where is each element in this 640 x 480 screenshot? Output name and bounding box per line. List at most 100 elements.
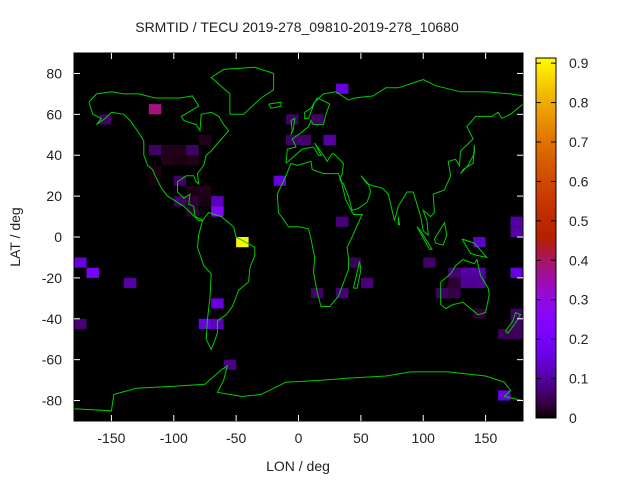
- y-axis-label: LAT / deg: [7, 207, 23, 266]
- heatmap-cell: [498, 329, 511, 340]
- colorbar-tick-label: 0.6: [569, 173, 589, 189]
- heatmap-cell: [74, 257, 87, 268]
- heatmap-cell: [186, 206, 199, 217]
- coastline: [460, 144, 475, 174]
- heatmap-cell: [211, 206, 224, 217]
- colorbar-tick-label: 0: [569, 410, 577, 426]
- colorbar-tick-label: 0.7: [569, 134, 589, 150]
- coastline: [290, 117, 296, 135]
- heatmap-cell: [123, 277, 137, 289]
- heatmap-cell: [211, 298, 224, 309]
- heatmap-cell: [223, 359, 237, 370]
- x-tick-label: 150: [474, 430, 498, 446]
- heatmap-cell: [498, 390, 511, 401]
- y-tick-label: 80: [46, 65, 62, 81]
- heatmap-cell: [335, 216, 349, 227]
- heatmap-cell: [360, 277, 374, 289]
- heatmap-cell: [148, 104, 162, 115]
- y-tick-label: 40: [46, 147, 62, 163]
- colorbar-tick-label: 0.9: [569, 55, 589, 71]
- colorbar-tick-label: 0.8: [569, 95, 589, 111]
- heatmap-cell: [460, 267, 474, 278]
- heatmap-cell: [148, 145, 162, 156]
- heatmap-cell: [186, 145, 199, 156]
- y-tick-label: 20: [46, 188, 62, 204]
- y-tick-label: -60: [42, 352, 62, 368]
- x-axis-label: LON / deg: [266, 458, 330, 474]
- coastline: [88, 91, 230, 222]
- coastline: [416, 226, 433, 250]
- heatmap-cell: [161, 155, 174, 166]
- heatmap-cell: [510, 216, 523, 227]
- heatmap-cell: [473, 308, 486, 319]
- heatmap-cell: [148, 175, 162, 186]
- heatmap-cell: [148, 165, 162, 176]
- coastline: [333, 103, 524, 237]
- colorbar-tick-label: 0.2: [569, 331, 589, 347]
- heatmap-cell: [448, 277, 461, 289]
- colorbar-ticks: 0 0.1 0.2 0.3 0.4 0.5 0.6 0.7 0.8 0.9: [536, 55, 589, 426]
- heatmap-cell: [473, 237, 486, 248]
- heatmap-cell: [161, 145, 174, 156]
- heatmap-cell: [435, 288, 449, 299]
- heatmap-cell: [510, 329, 523, 340]
- coastlines: [73, 66, 524, 412]
- colorbar-tick-label: 0.3: [569, 292, 589, 308]
- heatmap-cell: [423, 257, 436, 268]
- heatmap-cell: [448, 288, 461, 299]
- heatmap-cell: [173, 145, 187, 156]
- coastline: [73, 364, 524, 412]
- heatmap-cell: [448, 267, 461, 278]
- heatmap-cell: [473, 277, 486, 289]
- coastline: [461, 238, 489, 259]
- heatmap-cell: [348, 257, 361, 268]
- heatmap-cell: [510, 318, 523, 329]
- heatmap-cell: [273, 175, 287, 186]
- heatmap-cell: [310, 114, 324, 125]
- chart-title: SRMTID / TECU 2019-278_09810-2019-278_10…: [135, 19, 459, 35]
- coastline: [433, 221, 448, 246]
- x-tick-label: 50: [353, 430, 369, 446]
- heatmap-cell: [186, 155, 199, 166]
- x-tick-label: 0: [295, 430, 303, 446]
- heatmap-cell: [198, 318, 212, 329]
- heatmap-cell: [335, 288, 349, 299]
- coastline: [505, 311, 522, 334]
- heatmap-cell: [86, 267, 99, 278]
- colorbar: [535, 57, 557, 419]
- coastline: [285, 79, 524, 164]
- x-tick-label: -50: [226, 430, 246, 446]
- heatmap-cell: [173, 155, 187, 166]
- x-tick-label: -150: [97, 430, 125, 446]
- heatmap-cell: [186, 185, 199, 197]
- x-tick-label: 100: [412, 430, 436, 446]
- coastline: [276, 160, 363, 307]
- heatmap-cell: [510, 226, 523, 237]
- heatmap-cell: [510, 267, 523, 278]
- y-axis-ticks: -80 -60 -40 -20 0 20 40 60 80: [42, 65, 523, 409]
- heatmap-cell: [74, 318, 87, 329]
- heatmap-cell: [473, 267, 486, 278]
- heatmap-cell: [173, 196, 187, 207]
- coastline: [285, 142, 334, 164]
- heatmap-cell: [198, 134, 212, 145]
- heatmap-cell: [335, 83, 349, 94]
- heatmap-cell: [460, 277, 474, 289]
- colorbar-tick-label: 0.4: [569, 252, 589, 268]
- y-tick-label: 0: [54, 229, 62, 245]
- y-tick-label: -40: [42, 311, 62, 327]
- plot-area: [74, 53, 523, 421]
- coastline: [352, 261, 362, 289]
- heatmap-cell: [323, 134, 336, 145]
- heatmap-cell: [186, 196, 199, 207]
- coastline: [440, 258, 490, 316]
- coastline: [268, 101, 282, 109]
- y-tick-label: -80: [42, 393, 62, 409]
- coastline: [196, 211, 256, 351]
- heatmap-cell: [198, 196, 212, 207]
- heatmap-cell: [236, 237, 249, 248]
- colorbar-tick-label: 0.5: [569, 213, 589, 229]
- y-tick-label: 60: [46, 106, 62, 122]
- colorbar-tick-label: 0.1: [569, 371, 589, 387]
